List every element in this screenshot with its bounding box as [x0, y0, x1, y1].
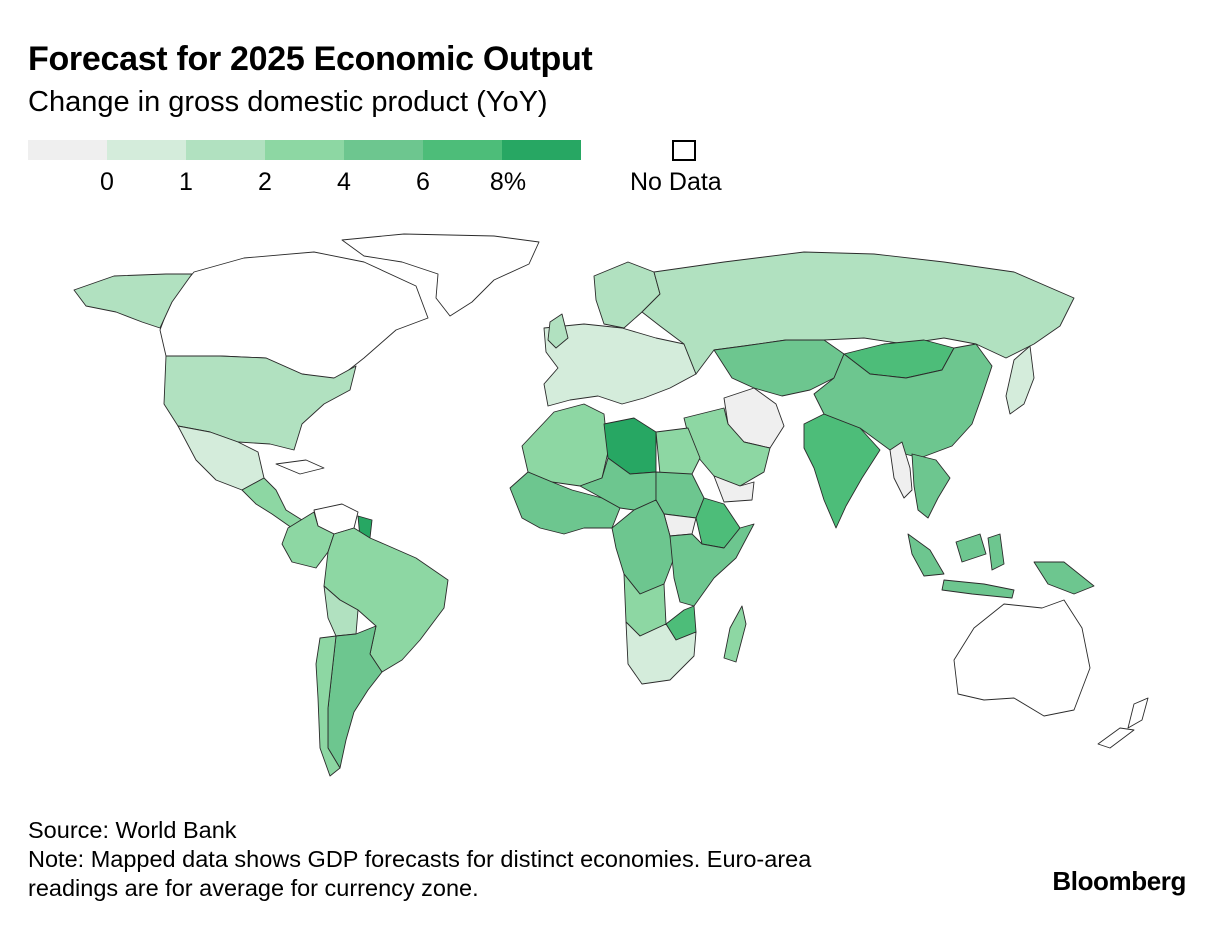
region-egypt [655, 427, 701, 475]
region-arabian-peninsula [683, 407, 771, 487]
region-yemen [713, 475, 755, 503]
legend-tick-label: 1 [179, 168, 193, 196]
chart-title: Forecast for 2025 Economic Output [28, 40, 593, 78]
legend-tick-label: 6 [416, 168, 430, 196]
world-map-svg [73, 233, 1149, 777]
legend-no-data: No Data [630, 140, 740, 200]
legend-tick-label: 0 [100, 168, 114, 196]
legend-swatch-0 [28, 140, 107, 160]
region-west-africa [509, 471, 621, 535]
region-indonesia [907, 533, 1015, 599]
region-chile [315, 635, 341, 777]
region-new-zealand [1097, 697, 1149, 749]
source-text: Source: World Bank [28, 817, 237, 843]
bloomberg-logo: Bloomberg [1052, 866, 1186, 896]
legend: 0 1 2 4 6 8% No Data [28, 140, 748, 200]
no-data-swatch [672, 140, 696, 161]
legend-tick-label: 4 [337, 168, 351, 196]
legend-swatch-6 [502, 140, 581, 160]
legend-color-scale [28, 140, 581, 160]
region-united-kingdom [547, 313, 569, 349]
region-japan [1005, 345, 1035, 415]
world-map [24, 228, 1204, 790]
region-east-africa [669, 523, 755, 607]
region-north-africa [521, 403, 609, 487]
note-text-line-2: readings are for average for currency zo… [28, 875, 479, 901]
region-cuba [275, 459, 325, 475]
region-greenland [341, 233, 540, 317]
region-china [813, 343, 993, 459]
legend-ticks: 0 1 2 4 6 8% [28, 168, 588, 198]
legend-swatch-4 [344, 140, 423, 160]
region-europe [543, 323, 697, 407]
legend-swatch-2 [186, 140, 265, 160]
note-text-line-1: Note: Mapped data shows GDP forecasts fo… [28, 846, 812, 872]
legend-tick-label: 8% [489, 168, 527, 196]
region-myanmar [889, 441, 913, 499]
region-australia [953, 599, 1091, 717]
legend-swatch-5 [423, 140, 502, 160]
chart-subtitle: Change in gross domestic product (YoY) [28, 86, 548, 118]
legend-tick-label: 2 [258, 168, 272, 196]
region-central-america [241, 477, 303, 529]
region-southern-africa [625, 621, 697, 685]
no-data-label: No Data [630, 168, 722, 196]
region-papua-new-guinea [1033, 561, 1095, 595]
region-alaska [73, 273, 193, 329]
footer: Source: World Bank Note: Mapped data sho… [28, 816, 811, 903]
legend-swatch-3 [265, 140, 344, 160]
region-southeast-asia [911, 453, 951, 519]
region-sudan [655, 471, 705, 519]
region-madagascar [723, 605, 747, 663]
legend-swatch-1 [107, 140, 186, 160]
